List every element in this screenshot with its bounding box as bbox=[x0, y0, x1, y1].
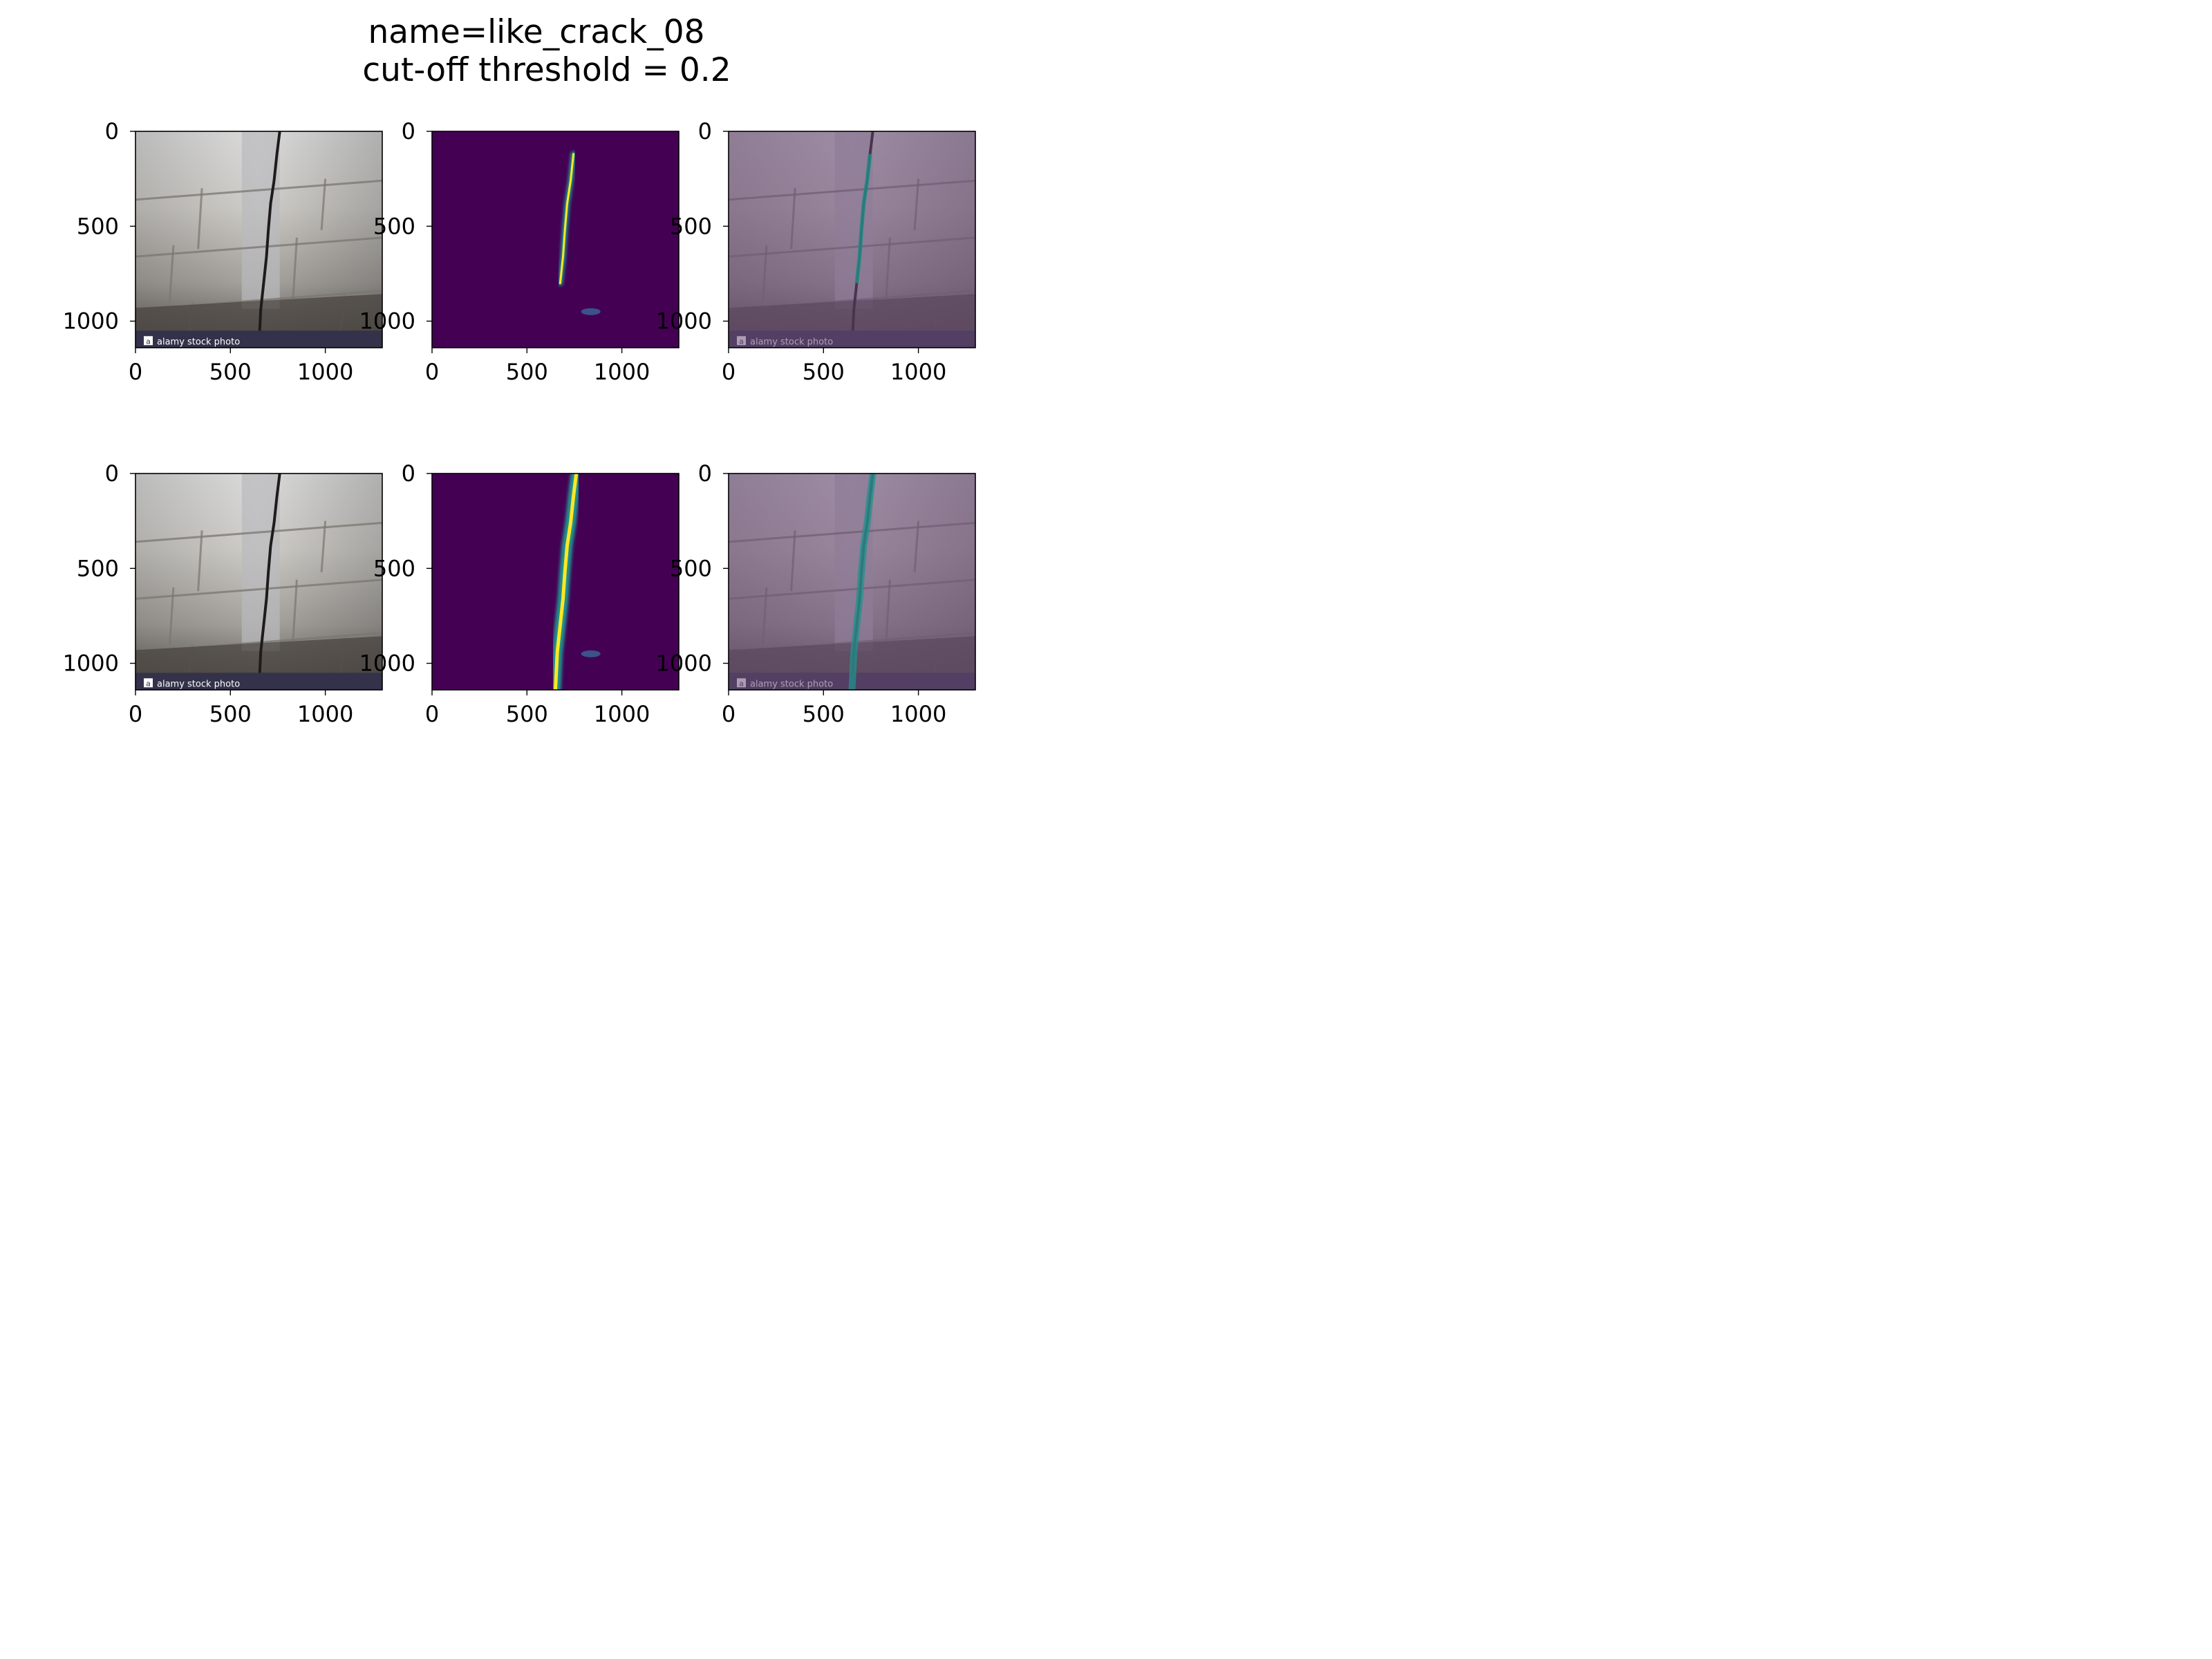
mortar-line bbox=[135, 521, 382, 543]
x-tick-label: 1000 bbox=[594, 701, 650, 727]
concrete-pillar bbox=[241, 474, 280, 651]
x-tick-label: 1000 bbox=[890, 701, 946, 727]
x-tick-label: 0 bbox=[425, 701, 439, 727]
x-tick-label: 500 bbox=[506, 359, 548, 385]
mortar-joint bbox=[292, 237, 298, 299]
x-tick-label: 0 bbox=[722, 359, 735, 385]
watermark-badge: a bbox=[146, 679, 151, 688]
axes-frame bbox=[431, 131, 679, 348]
x-tick-label: 0 bbox=[129, 701, 142, 727]
mortar-joint bbox=[292, 579, 298, 641]
subplot-r1-c1: 0 500 1000 0 500 1000 bbox=[359, 460, 679, 727]
figure-title-line2: cut-off threshold = 0.2 bbox=[362, 51, 731, 89]
mortar-joint bbox=[320, 521, 327, 572]
mortar-joint bbox=[320, 178, 327, 230]
subplot-r0-c1: 0 500 1000 0 500 1000 bbox=[359, 118, 679, 385]
y-tick-label: 500 bbox=[670, 213, 712, 239]
image-layer bbox=[432, 474, 679, 690]
overlay-crack-mask bbox=[848, 474, 877, 690]
y-tick-label: 1000 bbox=[359, 308, 415, 335]
watermark-bar bbox=[135, 673, 382, 690]
y-tick-label: 0 bbox=[698, 460, 712, 487]
y-tick-label: 1000 bbox=[656, 308, 712, 335]
image-layer: a alamy stock photo bbox=[135, 474, 382, 690]
y-tick-label: 0 bbox=[105, 460, 119, 487]
figure-title-line1: name=like_crack_08 bbox=[368, 13, 704, 51]
concrete-pillar bbox=[241, 131, 280, 309]
y-tick-label: 0 bbox=[698, 118, 712, 144]
y-tick-label: 500 bbox=[77, 213, 119, 239]
watermark-bar bbox=[135, 330, 382, 348]
x-tick-label: 0 bbox=[129, 359, 142, 385]
y-tick-label: 500 bbox=[373, 555, 415, 581]
figure-canvas: name=like_crack_08 cut-off threshold = 0… bbox=[63, 13, 976, 727]
crack-mask-core bbox=[559, 153, 575, 285]
mortar-joint bbox=[197, 530, 203, 592]
x-tick-label: 500 bbox=[803, 701, 845, 727]
x-tick-label: 0 bbox=[722, 701, 735, 727]
axes-frame bbox=[135, 131, 383, 348]
mortar-joint bbox=[168, 245, 175, 303]
watermark-badge-box bbox=[144, 336, 153, 346]
y-tick-label: 0 bbox=[402, 118, 415, 144]
watermark-badge: a bbox=[146, 337, 151, 346]
x-tick-label: 1000 bbox=[594, 359, 650, 385]
y-tick-label: 1000 bbox=[63, 308, 119, 335]
image-layer: a alamy stock photo bbox=[135, 131, 382, 348]
y-tick-label: 500 bbox=[373, 213, 415, 239]
x-tick-label: 500 bbox=[803, 359, 845, 385]
x-tick-label: 500 bbox=[209, 359, 252, 385]
y-tick-label: 500 bbox=[77, 555, 119, 581]
image-layer bbox=[432, 131, 679, 348]
y-tick-label: 0 bbox=[402, 460, 415, 487]
overlay-crack-mask bbox=[854, 153, 872, 283]
subplot-r1-c0: a alamy stock photo 0 500 1000 0 500 1000 bbox=[63, 460, 383, 727]
wall-crack bbox=[257, 474, 281, 690]
x-tick-label: 500 bbox=[209, 701, 252, 727]
y-tick-label: 500 bbox=[670, 555, 712, 581]
axes-frame bbox=[135, 473, 383, 691]
mask-speckle bbox=[581, 308, 601, 315]
watermark-text: alamy stock photo bbox=[157, 337, 240, 347]
mask-speckle bbox=[581, 650, 601, 657]
mortar-line bbox=[135, 179, 382, 201]
subplot-r0-c0: a alamy stock photo 0 500 1000 0 500 1000 bbox=[63, 118, 383, 385]
crack-mask-core bbox=[554, 474, 579, 690]
x-tick-label: 500 bbox=[506, 701, 548, 727]
mask-background bbox=[432, 131, 679, 348]
y-tick-label: 1000 bbox=[63, 650, 119, 677]
wall-crack bbox=[257, 131, 281, 348]
axes-frame bbox=[431, 473, 679, 691]
x-tick-label: 1000 bbox=[890, 359, 946, 385]
y-tick-label: 0 bbox=[105, 118, 119, 144]
watermark-text: alamy stock photo bbox=[157, 679, 240, 689]
watermark-badge-box bbox=[144, 678, 153, 688]
x-tick-label: 1000 bbox=[297, 701, 353, 727]
mortar-joint bbox=[197, 188, 203, 250]
x-tick-label: 0 bbox=[425, 359, 439, 385]
x-tick-label: 1000 bbox=[297, 359, 353, 385]
mortar-joint bbox=[168, 587, 175, 645]
mortar-line bbox=[135, 579, 382, 600]
axes-frame bbox=[728, 131, 976, 348]
viridis-overlay-tint bbox=[729, 131, 975, 348]
axes-frame bbox=[728, 473, 976, 691]
mortar-line bbox=[135, 236, 382, 258]
y-tick-label: 1000 bbox=[656, 650, 712, 677]
y-tick-label: 1000 bbox=[359, 650, 415, 677]
